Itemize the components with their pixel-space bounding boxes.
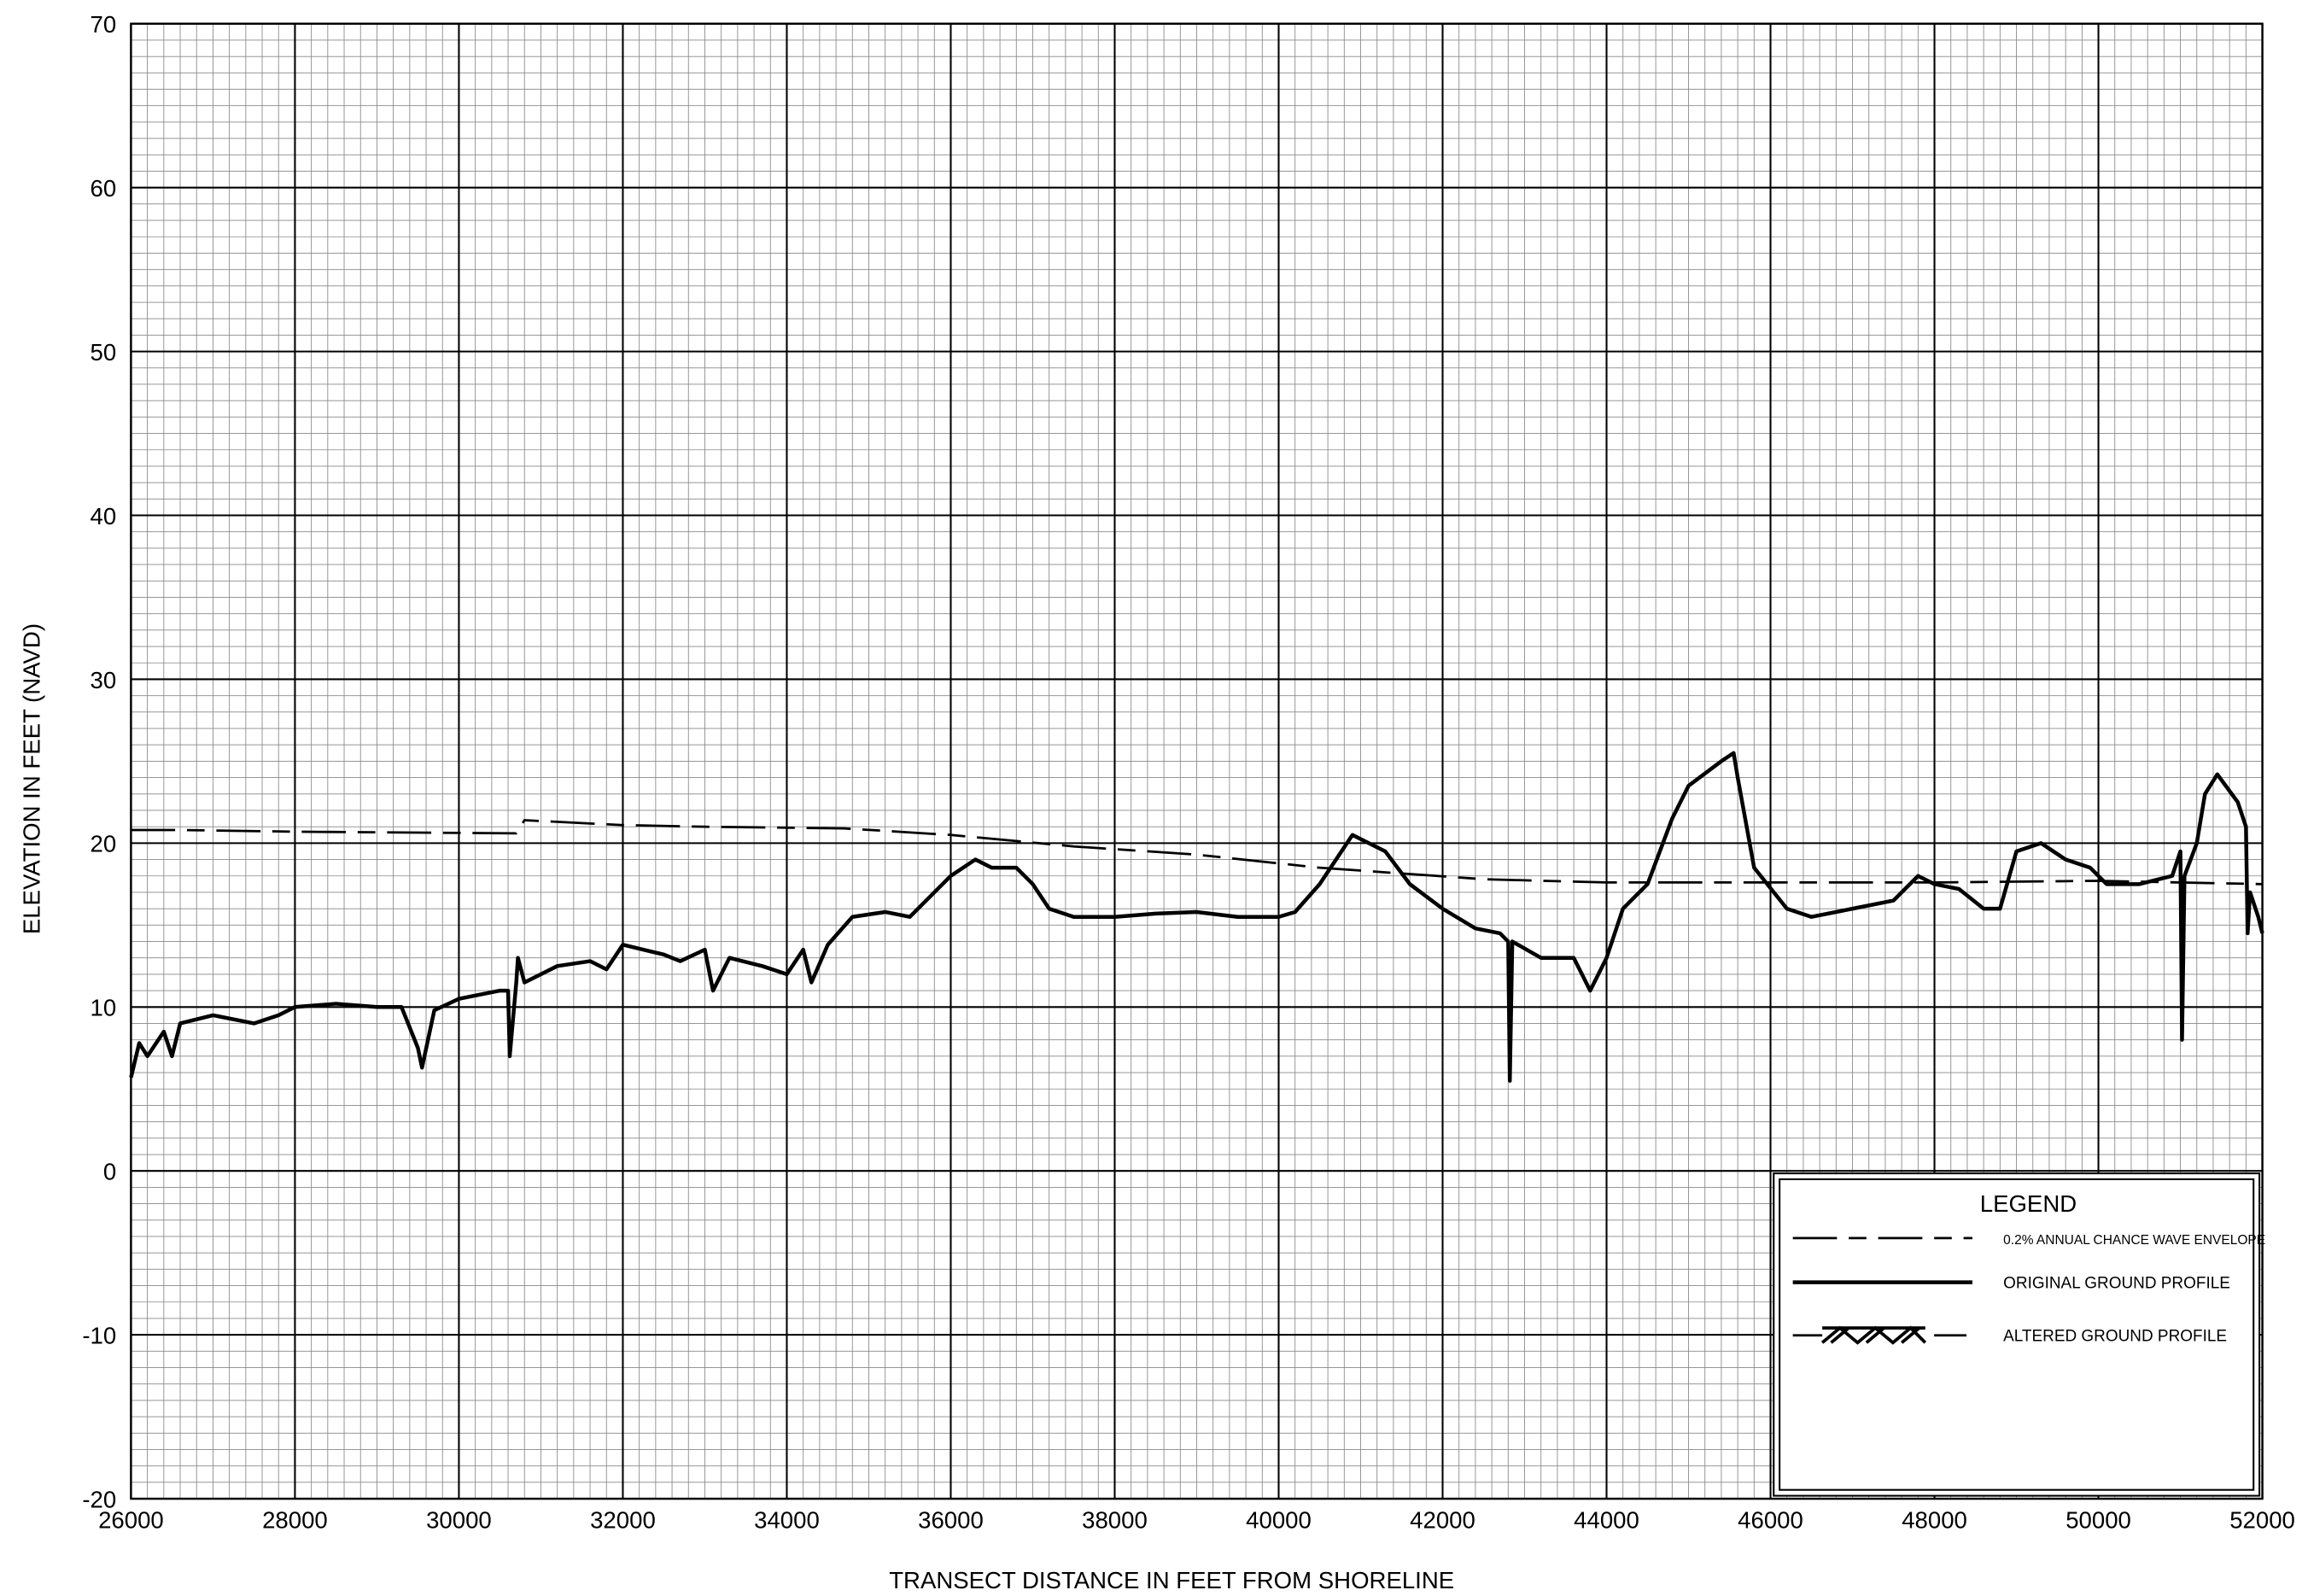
y-tick-label: -10 xyxy=(82,1322,116,1348)
labels: 26000 28000 30000 32000 34000 36000 38000 40000… xyxy=(82,11,2295,1533)
x-tick-label: 52000 xyxy=(2229,1507,2295,1534)
y-tick-label: 50 xyxy=(90,339,116,365)
x-tick-label: 44000 xyxy=(1574,1507,1639,1534)
legend: 0.2% ANNUAL CHANCE WAVE ENVELOPE ORIGINAL… xyxy=(1792,1233,2265,1346)
legend-label: ORIGINAL GROUND PROFILE xyxy=(2003,1275,2230,1293)
y-tick-label: 10 xyxy=(90,995,116,1021)
series-line xyxy=(131,819,2263,886)
series-line xyxy=(129,751,2264,1083)
x-tick-label: 46000 xyxy=(1738,1507,1803,1534)
x-tick-label: 28000 xyxy=(262,1507,328,1534)
x-tick-label: 50000 xyxy=(2066,1507,2131,1534)
legend-title: LEGEND xyxy=(1980,1190,2077,1217)
x-tick-label: 34000 xyxy=(754,1507,820,1534)
y-tick-label: 70 xyxy=(90,11,116,38)
y-tick-label: -20 xyxy=(82,1486,116,1512)
y-axis-label: ELEVATION IN FEET (NAVD) xyxy=(19,623,45,934)
legend-label: 0.2% ANNUAL CHANCE WAVE ENVELOPE xyxy=(2003,1233,2265,1248)
x-tick-label: 30000 xyxy=(426,1507,492,1534)
x-tick-label: 32000 xyxy=(590,1507,656,1534)
y-tick-label: 0 xyxy=(103,1159,116,1185)
y-tick-label: 30 xyxy=(90,667,116,693)
legend-label: ALTERED GROUND PROFILE xyxy=(2003,1328,2227,1346)
minor-grid xyxy=(131,23,2263,1500)
y-tick-label: 20 xyxy=(90,831,116,857)
x-tick-label: 40000 xyxy=(1246,1507,1312,1534)
x-tick-label: 26000 xyxy=(98,1507,164,1534)
series-lines xyxy=(129,751,2264,1083)
legend-hatch xyxy=(1820,1325,1927,1345)
x-tick-label: 36000 xyxy=(918,1507,984,1534)
plot-border xyxy=(130,22,2264,1500)
y-tick-label: 60 xyxy=(90,175,116,202)
x-tick-label: 38000 xyxy=(1082,1507,1148,1534)
x-axis-label: TRANSECT DISTANCE IN FEET FROM SHORELINE xyxy=(889,1567,1454,1593)
major-grid xyxy=(130,22,2264,1500)
y-tick-label: 40 xyxy=(90,503,116,529)
x-tick-label: 42000 xyxy=(1410,1507,1475,1534)
x-tick-label: 48000 xyxy=(1902,1507,1967,1534)
